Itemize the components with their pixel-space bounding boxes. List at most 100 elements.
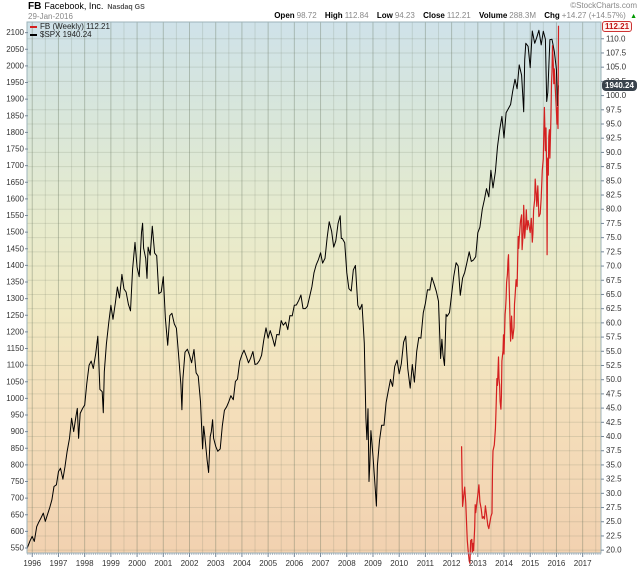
stockcharts-copyright: ©StockCharts.com bbox=[570, 1, 637, 10]
fb-price-line bbox=[461, 25, 560, 564]
x-axis-year-label: 2000 bbox=[128, 559, 146, 568]
right-axis-tick-label: 40.0 bbox=[606, 432, 622, 441]
right-axis-tick-label: 95.0 bbox=[606, 119, 622, 128]
right-axis-tick-label: 62.5 bbox=[606, 304, 622, 313]
left-axis-tick-label: 1200 bbox=[6, 327, 24, 336]
left-axis-tick-label: 1900 bbox=[6, 95, 24, 104]
left-axis-tick-label: 2100 bbox=[6, 28, 24, 37]
close-value: 112.21 bbox=[446, 11, 471, 20]
x-axis-year-label: 2006 bbox=[285, 559, 303, 568]
right-axis-tick-label: 57.5 bbox=[606, 333, 622, 342]
right-axis-tick-label: 105.0 bbox=[606, 63, 627, 72]
left-axis-tick-label: 1250 bbox=[6, 311, 24, 320]
x-axis-year-label: 2010 bbox=[390, 559, 408, 568]
legend: FB (Weekly) 112.21 $SPX 1940.24 bbox=[30, 23, 110, 39]
plot-background bbox=[27, 22, 601, 553]
right-axis-tick-label: 22.5 bbox=[606, 531, 622, 540]
x-axis-year-label: 2017 bbox=[574, 559, 592, 568]
left-axis-tick-label: 1400 bbox=[6, 261, 24, 270]
x-axis-year-label: 2004 bbox=[233, 559, 251, 568]
right-axis-tick-label: 37.5 bbox=[606, 446, 622, 455]
high-value: 112.84 bbox=[344, 11, 369, 20]
left-axis-tick-label: 650 bbox=[11, 510, 25, 519]
right-axis-tick-label: 82.5 bbox=[606, 191, 622, 200]
right-axis-tick-label: 77.5 bbox=[606, 219, 622, 228]
chart-date: 29-Jan-2016 bbox=[28, 12, 73, 21]
volume-label: Volume bbox=[478, 11, 508, 20]
right-axis-tick-label: 65.0 bbox=[606, 290, 622, 299]
left-axis-tick-label: 850 bbox=[11, 444, 25, 453]
left-axis-tick-label: 1000 bbox=[6, 394, 24, 403]
change-value: +14.27 (+14.57%) bbox=[561, 11, 626, 20]
x-axis-year-label: 2003 bbox=[207, 559, 225, 568]
right-axis-tick-label: 47.5 bbox=[606, 389, 622, 398]
left-axis-tick-label: 1500 bbox=[6, 228, 24, 237]
left-axis-tick-label: 1100 bbox=[7, 361, 25, 370]
fb-line-swatch-icon bbox=[30, 25, 37, 28]
left-axis-tick-label: 600 bbox=[11, 527, 25, 536]
right-axis-tick-label: 30.0 bbox=[606, 489, 622, 498]
right-axis-tick-label: 20.0 bbox=[606, 546, 622, 555]
left-axis-tick-label: 950 bbox=[11, 411, 25, 420]
right-axis-tick-label: 60.0 bbox=[606, 318, 622, 327]
open-value: 98.72 bbox=[296, 11, 317, 20]
right-axis-tick-label: 55.0 bbox=[606, 347, 622, 356]
left-axis-tick-label: 1150 bbox=[7, 344, 25, 353]
left-axis-tick-label: 1550 bbox=[6, 211, 24, 220]
open-label: Open bbox=[274, 11, 295, 20]
change-label: Chg bbox=[544, 11, 560, 20]
x-axis-year-label: 1997 bbox=[50, 559, 68, 568]
spx-last-price-tag: 1940.24 bbox=[602, 80, 637, 92]
chart-title: FB Facebook, Inc. Nasdaq GS bbox=[28, 1, 145, 12]
ticker-symbol: FB bbox=[28, 1, 42, 12]
x-axis-year-label: 2005 bbox=[259, 559, 277, 568]
left-axis-tick-label: 1700 bbox=[6, 161, 24, 170]
right-axis-tick-label: 50.0 bbox=[606, 375, 622, 384]
left-axis-tick-label: 750 bbox=[11, 477, 25, 486]
x-axis-year-label: 1999 bbox=[102, 559, 120, 568]
left-axis-tick-label: 1650 bbox=[6, 178, 24, 187]
left-axis-tick-label: 2000 bbox=[6, 61, 24, 70]
left-axis-tick-label: 1350 bbox=[6, 278, 24, 287]
ohlc-summary: Open 98.72 High 112.84 Low 94.23 Close 112.2… bbox=[268, 11, 637, 20]
left-axis-tick-label: 2050 bbox=[6, 45, 24, 54]
left-axis-tick-label: 1750 bbox=[6, 145, 24, 154]
right-axis-tick-label: 110.0 bbox=[606, 34, 626, 43]
left-axis-tick-label: 800 bbox=[11, 460, 25, 469]
left-axis-tick-label: 1600 bbox=[6, 194, 24, 203]
x-axis-year-label: 1998 bbox=[76, 559, 94, 568]
fb-last-price-tag: 112.21 bbox=[602, 20, 633, 32]
right-axis-tick-label: 75.0 bbox=[606, 233, 622, 242]
right-axis-tick-label: 52.5 bbox=[606, 361, 622, 370]
x-axis-year-label: 2015 bbox=[521, 559, 539, 568]
x-axis-year-label: 2009 bbox=[364, 559, 382, 568]
legend-spx-label: $SPX 1940.24 bbox=[40, 30, 92, 39]
right-axis-tick-label: 85.0 bbox=[606, 176, 622, 185]
high-label: High bbox=[324, 11, 343, 20]
x-axis-year-label: 2012 bbox=[443, 559, 461, 568]
x-axis-year-label: 2011 bbox=[417, 559, 435, 568]
legend-item-spx: $SPX 1940.24 bbox=[30, 31, 110, 39]
right-axis-tick-label: 107.5 bbox=[606, 48, 627, 57]
spx-price-line bbox=[27, 29, 559, 548]
right-axis-tick-label: 45.0 bbox=[606, 404, 622, 413]
left-axis-tick-label: 1950 bbox=[6, 78, 24, 87]
x-axis-year-label: 2013 bbox=[469, 559, 487, 568]
left-axis-tick-label: 550 bbox=[11, 544, 25, 553]
x-axis-year-label: 2007 bbox=[312, 559, 330, 568]
x-axis-year-label: 2001 bbox=[154, 559, 172, 568]
left-axis-tick-label: 700 bbox=[11, 494, 25, 503]
right-axis-tick-label: 92.5 bbox=[606, 134, 622, 143]
legend-item-fb: FB (Weekly) 112.21 bbox=[30, 23, 110, 31]
left-axis-tick-label: 900 bbox=[11, 427, 25, 436]
close-label: Close bbox=[423, 11, 445, 20]
change-up-arrow-icon: ▲ bbox=[630, 13, 637, 20]
right-axis-tick-label: 35.0 bbox=[606, 460, 622, 469]
right-axis-tick-label: 27.5 bbox=[606, 503, 622, 512]
right-axis-tick-label: 97.5 bbox=[606, 105, 622, 114]
left-axis-tick-label: 1800 bbox=[6, 128, 24, 137]
right-axis-tick-label: 72.5 bbox=[606, 247, 622, 256]
company-name: Facebook, Inc. bbox=[44, 1, 104, 11]
